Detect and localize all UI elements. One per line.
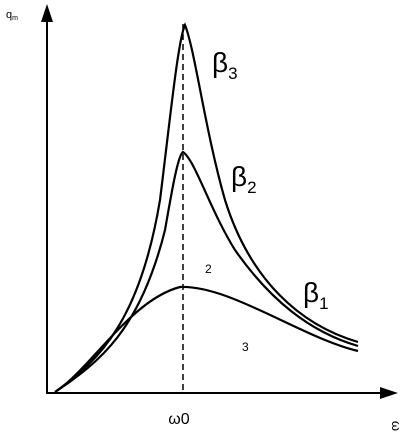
curve-label: β3 xyxy=(212,47,238,83)
curve-sub: 2 xyxy=(247,178,256,197)
y-label-sub: m xyxy=(12,15,18,22)
y-label-main: q xyxy=(6,9,12,21)
x-axis-label: ω xyxy=(389,421,404,431)
curve-beta3 xyxy=(54,22,359,393)
curve-number: 2 xyxy=(205,262,212,276)
curve-beta1 xyxy=(54,285,359,393)
curve-label: β1 xyxy=(303,277,329,313)
curve-symbol: β xyxy=(303,277,319,308)
y-axis-label: qm xyxy=(6,9,18,22)
x-arrow xyxy=(380,387,398,399)
curve-symbol: β xyxy=(212,47,228,78)
curve-sub: 3 xyxy=(228,64,237,83)
curve-label: β2 xyxy=(231,161,257,197)
curve-sub: 1 xyxy=(319,294,328,313)
x-marker-label: ω0 xyxy=(168,411,189,428)
curve-number: 3 xyxy=(242,340,249,354)
curve-beta2 xyxy=(54,150,359,393)
y-arrow xyxy=(41,4,53,22)
curve-symbol: β xyxy=(231,161,247,192)
